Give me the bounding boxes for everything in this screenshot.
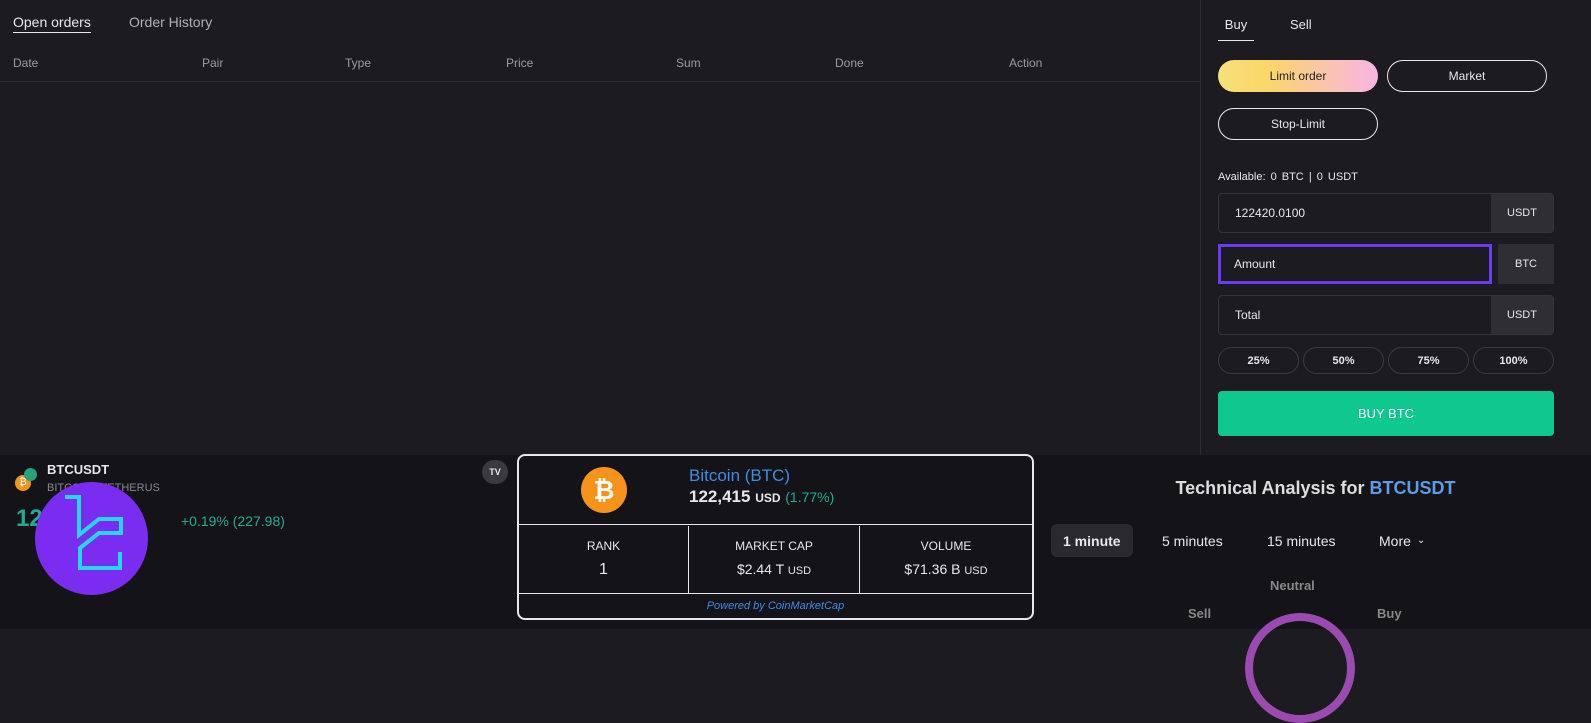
pct-50-button[interactable]: 50% <box>1303 347 1384 374</box>
stop-limit-button[interactable]: Stop-Limit <box>1218 108 1378 140</box>
col-pair: Pair <box>202 56 224 70</box>
ticker-change: +0.19% (227.98) <box>181 513 285 529</box>
tf-1-minute[interactable]: 1 minute <box>1051 524 1133 557</box>
buy-tab[interactable]: Buy <box>1218 17 1254 41</box>
gauge-arc <box>1245 613 1355 723</box>
amount-input[interactable]: Amount BTC <box>1218 244 1554 284</box>
bitcoin-logo-icon: ₿ <box>581 467 627 513</box>
tradingview-logo-icon[interactable]: TV <box>482 460 508 484</box>
pct-25-button[interactable]: 25% <box>1218 347 1299 374</box>
volume-cell: VOLUME $71.36 B USD <box>904 539 988 577</box>
price-unit: USDT <box>1491 194 1553 232</box>
amount-unit: BTC <box>1498 244 1554 284</box>
price-input[interactable]: 122420.0100 USDT <box>1218 193 1554 233</box>
divider <box>519 524 1032 525</box>
limit-order-button[interactable]: Limit order <box>1218 60 1378 92</box>
coinmarketcap-widget: ₿ Bitcoin (BTC) 122,415 USD (1.77%) RANK… <box>517 454 1034 620</box>
divider <box>519 593 1032 594</box>
order-history-tab[interactable]: Order History <box>129 14 213 30</box>
sell-tab[interactable]: Sell <box>1290 17 1312 32</box>
col-action: Action <box>1009 56 1043 70</box>
chevron-down-icon: ⌄ <box>1416 535 1426 546</box>
powered-by-link[interactable]: Powered by CoinMarketCap <box>706 600 845 612</box>
header-divider <box>0 81 1200 82</box>
tf-5-minutes[interactable]: 5 minutes <box>1162 532 1223 549</box>
col-price: Price <box>506 56 534 70</box>
col-done: Done <box>835 56 864 70</box>
open-orders-tab[interactable]: Open orders <box>13 14 91 33</box>
buy-btc-button[interactable]: BUY BTC <box>1218 391 1554 436</box>
gauge-buy-label: Buy <box>1377 606 1402 621</box>
rank-cell: RANK 1 <box>519 526 689 594</box>
total-unit: USDT <box>1491 296 1553 334</box>
gauge-sell-label: Sell <box>1188 606 1212 621</box>
coin-price: 122,415 USD (1.77%) <box>689 487 835 506</box>
pct-75-button[interactable]: 75% <box>1388 347 1469 374</box>
market-button[interactable]: Market <box>1387 60 1547 92</box>
watermark-logo <box>35 482 148 595</box>
col-sum: Sum <box>676 56 701 70</box>
available-balance: Available: 0 BTC | 0 USDT <box>1218 171 1358 183</box>
tf-more-dropdown[interactable]: More ⌄ <box>1379 532 1426 549</box>
total-input[interactable]: Total USDT <box>1218 295 1554 335</box>
col-type: Type <box>345 56 372 70</box>
market-cap-cell: MARKET CAP $2.44 T USD <box>689 526 860 594</box>
pct-100-button[interactable]: 100% <box>1473 347 1554 374</box>
gauge-neutral-label: Neutral <box>1270 578 1315 593</box>
trade-panel: Buy Sell Limit order Market Stop-Limit A… <box>1200 0 1591 455</box>
ticker-symbol[interactable]: BTCUSDT <box>47 462 110 477</box>
tf-15-minutes[interactable]: 15 minutes <box>1267 532 1336 549</box>
coin-name[interactable]: Bitcoin (BTC) <box>689 466 791 485</box>
tether-icon <box>24 468 37 481</box>
ta-title: Technical Analysis for BTCUSDT <box>1175 478 1456 498</box>
col-date: Date <box>13 56 39 70</box>
